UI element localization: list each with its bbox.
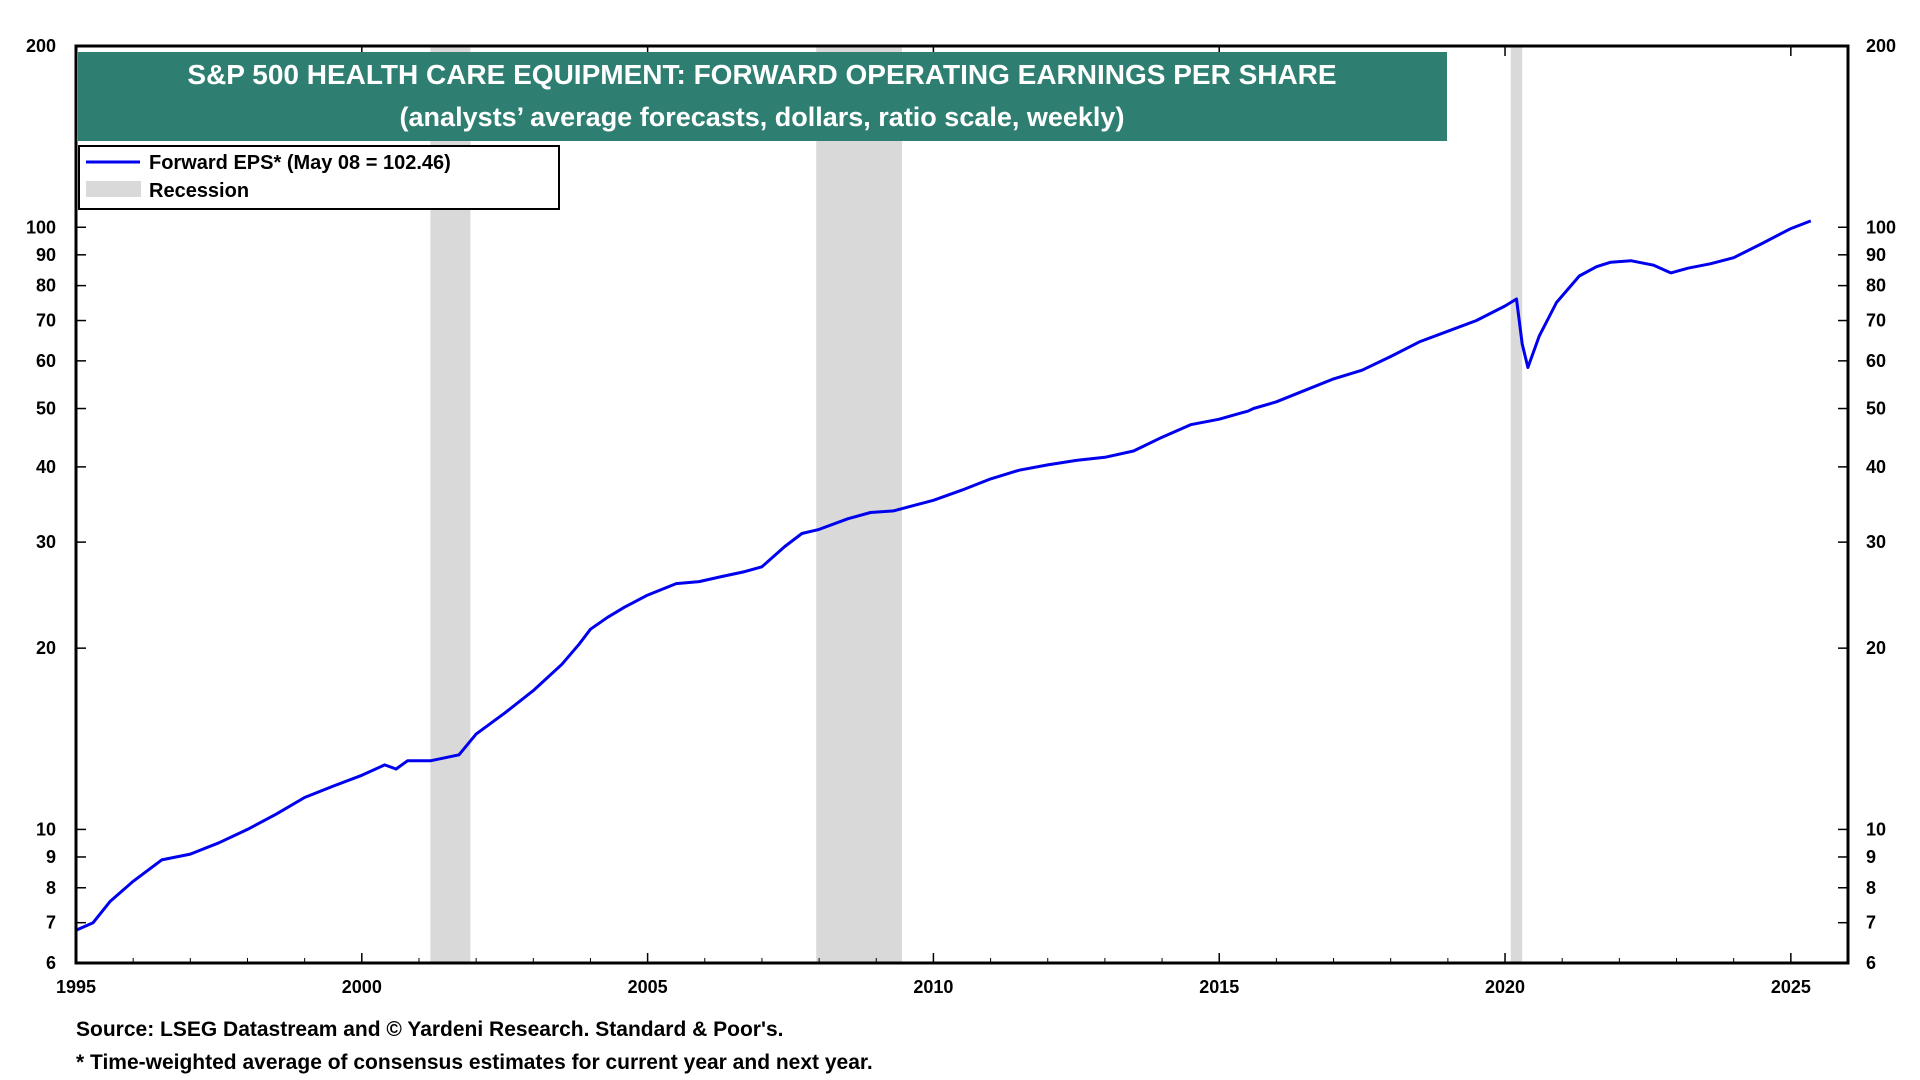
y-tick-label-right: 70	[1866, 311, 1886, 331]
y-tick-label-left: 100	[26, 217, 56, 237]
y-tick-label-left: 7	[46, 913, 56, 933]
y-tick-label-right: 20	[1866, 638, 1886, 658]
y-tick-label-right: 8	[1866, 878, 1876, 898]
y-tick-label-left: 90	[36, 245, 56, 265]
legend-label-recession: Recession	[149, 180, 249, 202]
x-tick-label: 1995	[56, 977, 96, 997]
recession-band-1	[816, 46, 902, 963]
y-tick-label-right: 200	[1866, 36, 1896, 56]
y-tick-label-left: 10	[36, 819, 56, 839]
y-tick-label-right: 60	[1866, 351, 1886, 371]
y-tick-label-left: 40	[36, 457, 56, 477]
y-tick-label-right: 6	[1866, 953, 1876, 973]
legend-box	[78, 145, 560, 210]
y-tick-label-right: 90	[1866, 245, 1886, 265]
legend-label-eps: Forward EPS* (May 08 = 102.46)	[149, 152, 451, 174]
y-tick-label-left: 50	[36, 399, 56, 419]
y-tick-label-left: 200	[26, 36, 56, 56]
x-tick-label: 2015	[1199, 977, 1239, 997]
y-tick-label-left: 60	[36, 351, 56, 371]
y-tick-label-left: 70	[36, 311, 56, 331]
y-tick-label-left: 30	[36, 532, 56, 552]
y-tick-label-left: 9	[46, 847, 56, 867]
y-tick-label-right: 80	[1866, 276, 1886, 296]
legend-recession-swatch	[86, 181, 141, 197]
y-tick-label-left: 6	[46, 953, 56, 973]
footnote: * Time-weighted average of consensus est…	[76, 1051, 873, 1074]
recession-bands	[430, 46, 1523, 963]
legend: Forward EPS* (May 08 = 102.46) Recession	[78, 145, 560, 210]
title-box	[78, 52, 1447, 141]
y-tick-label-right: 9	[1866, 847, 1876, 867]
y-tick-label-right: 7	[1866, 913, 1876, 933]
x-tick-label: 2010	[913, 977, 953, 997]
chart-title: S&P 500 HEALTH CARE EQUIPMENT: FORWARD O…	[187, 59, 1336, 90]
x-tick-label: 2020	[1485, 977, 1525, 997]
y-tick-label-left: 8	[46, 878, 56, 898]
source-note: Source: LSEG Datastream and © Yardeni Re…	[76, 1018, 784, 1041]
y-tick-label-left: 20	[36, 638, 56, 658]
x-tick-label: 2000	[342, 977, 382, 997]
plot-frame	[74, 44, 1850, 965]
x-tick-label: 2005	[628, 977, 668, 997]
series-layer	[75, 219, 1812, 932]
y-tick-label-right: 50	[1866, 399, 1886, 419]
x-tick-label: 2025	[1771, 977, 1811, 997]
y-tick-label-left: 80	[36, 276, 56, 296]
y-tick-label-right: 30	[1866, 532, 1886, 552]
series-line-0	[75, 219, 1812, 932]
y-tick-label-right: 10	[1866, 819, 1886, 839]
recession-band-2	[1510, 46, 1523, 963]
y-tick-label-right: 40	[1866, 457, 1886, 477]
chart-subtitle: (analysts’ average forecasts, dollars, r…	[400, 102, 1125, 132]
y-tick-label-right: 100	[1866, 217, 1896, 237]
